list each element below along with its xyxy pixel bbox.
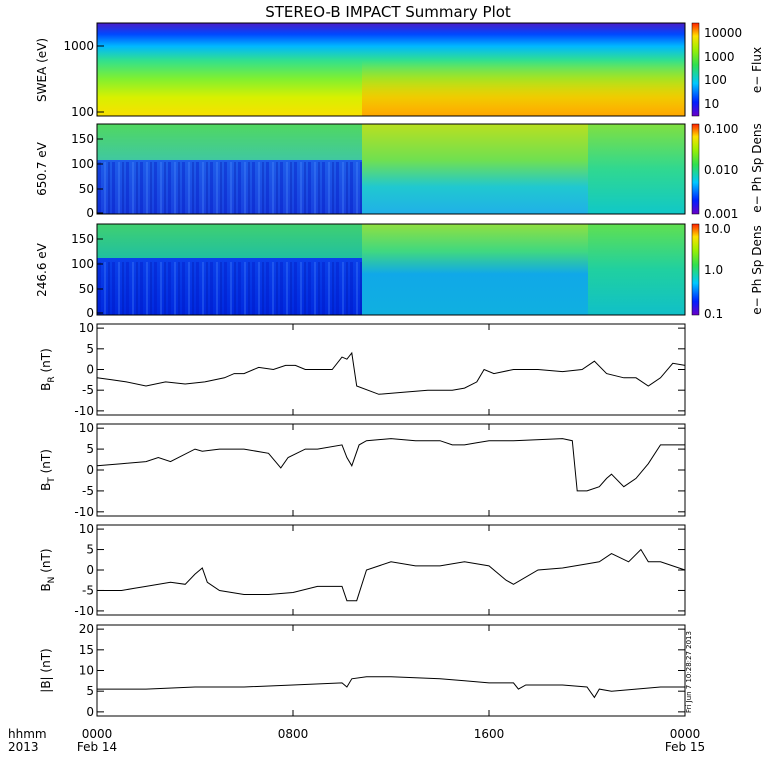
swea-ytick-label: 100 xyxy=(71,105,94,119)
swea-yticks: 1000 100 xyxy=(63,39,104,119)
pad650-spectrogram-high xyxy=(97,124,362,160)
bbn-series-line xyxy=(97,548,686,602)
bbn-frame xyxy=(96,524,686,616)
pad650-frame xyxy=(96,123,686,215)
pad650-cbar-label: e− Ph Sp Dens xyxy=(750,123,764,212)
pad246-cbar-tick: 10.0 xyxy=(704,222,731,236)
pad650-ytick-label: 100 xyxy=(71,157,94,171)
bbt-ytick-label: -10 xyxy=(74,505,94,519)
bbn-ytick-label: -10 xyxy=(74,604,94,618)
swea-colorbar xyxy=(691,22,700,117)
pad650-cbar-tick: 0.100 xyxy=(704,122,738,136)
bbt-frame xyxy=(96,423,686,517)
swea-cbar-tick: 1000 xyxy=(704,50,735,64)
pad650-cbar-tick: 0.010 xyxy=(704,163,738,177)
swea-ylabel: SWEA (eV) xyxy=(35,38,49,102)
bbr-panel: 10 5 0 -5 -10 BR (nT) xyxy=(39,321,686,418)
swea-ytick-label: 1000 xyxy=(63,39,94,53)
bbn-ytick-label: 5 xyxy=(86,543,94,557)
time-axis-hhmm-label: hhmm xyxy=(8,727,47,741)
swea-cbar-ticks: 10000 1000 100 10 xyxy=(704,26,742,111)
bbn-ytick-label: -5 xyxy=(82,583,94,597)
bb-ytick-label: 5 xyxy=(86,684,94,698)
pad246-cbar-tick: 1.0 xyxy=(704,263,723,277)
time-tick-label: 1600 xyxy=(474,727,505,741)
bbt-ytick-label: 10 xyxy=(79,421,94,435)
bb-panel: 20 15 10 5 0 |B| (nT) xyxy=(39,622,686,719)
swea-frame xyxy=(96,22,686,117)
plot-title: STEREO-B IMPACT Summary Plot xyxy=(265,3,511,21)
bbr-ytick-label: 0 xyxy=(86,363,94,377)
bbt-ytick-label: 5 xyxy=(86,442,94,456)
bbt-ylabel: BT (nT) xyxy=(39,449,57,491)
bbt-panel: 10 5 0 -5 -10 BT (nT) xyxy=(39,421,686,519)
pad650-colorbar xyxy=(691,123,700,215)
pad246-spectrogram-late xyxy=(588,224,685,315)
pad650-ytick-label: 0 xyxy=(86,206,94,220)
pad650-ytick-label: 150 xyxy=(71,132,94,146)
pad650-yticks: 150 100 50 0 xyxy=(71,132,103,220)
swea-spectrogram-enhancement xyxy=(362,60,685,116)
bbr-series-line xyxy=(96,351,686,395)
time-tick-date: Feb 15 xyxy=(665,740,705,754)
pad246-ylabel: 246.6 eV xyxy=(35,242,49,297)
pad650-streaks xyxy=(97,162,362,214)
time-tick-label: 0000 xyxy=(82,727,113,741)
pad246-cbar-tick: 0.1 xyxy=(704,307,723,321)
pad246-ytick-label: 50 xyxy=(79,282,94,296)
bb-frame xyxy=(96,624,686,717)
pad246-streaks xyxy=(97,262,362,315)
pad246-ytick-label: 100 xyxy=(71,257,94,271)
pad246-ytick-label: 150 xyxy=(71,232,94,246)
bbn-ylabel: BN (nT) xyxy=(39,548,57,591)
bbr-ytick-label: 5 xyxy=(86,342,94,356)
pad246-yticks: 150 100 50 0 xyxy=(71,232,103,320)
swea-cbar-tick: 100 xyxy=(704,73,727,87)
pad650-spectrogram-mid xyxy=(362,124,588,214)
swea-cbar-tick: 10000 xyxy=(704,26,742,40)
pad650-ylabel: 650.7 eV xyxy=(35,141,49,196)
pad246-spectrogram-high xyxy=(97,224,362,258)
pad650-panel: 150 100 50 0 650.7 eV 0.100 0.010 0.001 … xyxy=(35,122,764,221)
plot-timestamp: Fri Jun 7 10:28:27 2013 xyxy=(685,631,693,713)
pad650-cbar-ticks: 0.100 0.010 0.001 xyxy=(704,122,738,221)
bbt-series-line xyxy=(96,438,685,492)
bb-series-line xyxy=(97,676,685,699)
pad650-spectrogram-late xyxy=(588,124,685,214)
bbr-ytick-label: -10 xyxy=(74,404,94,418)
pad246-cbar-ticks: 10.0 1.0 0.1 xyxy=(704,222,731,321)
time-tick-label: 0000 xyxy=(670,727,701,741)
pad246-frame xyxy=(96,223,686,316)
bb-ytick-label: 10 xyxy=(79,664,94,678)
bbr-ytick-label: -5 xyxy=(82,383,94,397)
bbt-ytick-label: -5 xyxy=(82,484,94,498)
time-tick-date: Feb 14 xyxy=(77,740,117,754)
pad246-colorbar xyxy=(691,223,700,316)
pad650-ytick-label: 50 xyxy=(79,182,94,196)
bb-ytick-label: 15 xyxy=(79,643,94,657)
bbr-ylabel: BR (nT) xyxy=(39,348,57,391)
bbn-ytick-label: 10 xyxy=(79,522,94,536)
swea-cbar-tick: 10 xyxy=(704,97,719,111)
bbn-ytick-label: 0 xyxy=(86,563,94,577)
bb-ylabel: |B| (nT) xyxy=(39,648,53,692)
bb-ytick-label: 0 xyxy=(86,705,94,719)
bbr-frame xyxy=(96,323,686,416)
bbt-ytick-label: 0 xyxy=(86,463,94,477)
time-axis-year-label: 2013 xyxy=(8,740,39,754)
swea-cbar-label: e− Flux xyxy=(750,47,764,93)
magnetic-field-panels: 10 5 0 -5 -10 BR (nT) 10 5 0 -5 -10 BT (nT) 10 5 0 -5 -1… xyxy=(39,321,686,719)
bb-ytick-label: 20 xyxy=(79,622,94,636)
time-tick-label: 0800 xyxy=(278,727,309,741)
swea-panel: 1000 100 SWEA (eV) 10000 1000 100 10 e− … xyxy=(35,22,764,119)
pad246-ytick-label: 0 xyxy=(86,306,94,320)
bbr-ytick-label: 10 xyxy=(79,321,94,335)
pad650-cbar-tick: 0.001 xyxy=(704,207,738,221)
bbn-panel: 10 5 0 -5 -10 BN (nT) xyxy=(39,522,686,618)
pad246-spectrogram-mid xyxy=(362,224,588,315)
pad246-cbar-label: e− Ph Sp Dens xyxy=(750,225,764,314)
pad246-panel: 150 100 50 0 246.6 eV 10.0 1.0 0.1 e− Ph… xyxy=(35,222,764,321)
